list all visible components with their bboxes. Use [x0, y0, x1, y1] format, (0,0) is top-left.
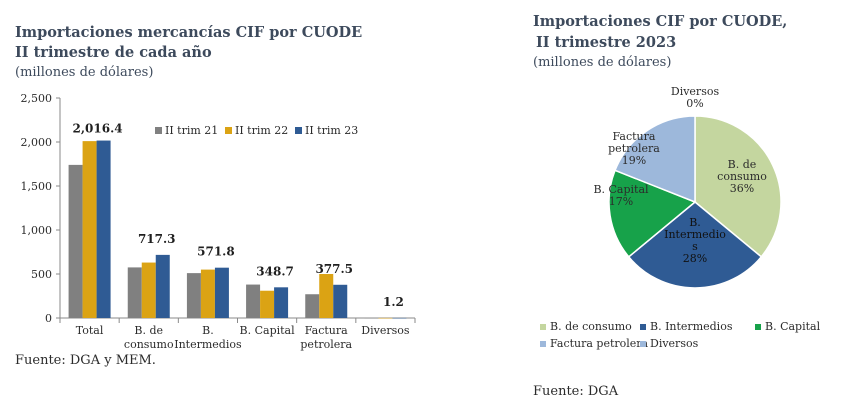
pie-legend-swatch: [540, 341, 546, 347]
data-label: 717.3: [138, 232, 176, 246]
y-tick-label: 2,000: [21, 136, 53, 149]
data-label: 1.2: [383, 295, 404, 309]
bar-ii-trim-21: [186, 273, 201, 318]
pie-slice-b-intermedios: [627, 201, 763, 289]
pie-legend-swatch: [640, 341, 646, 347]
bar-ii-trim-21: [305, 294, 320, 318]
pie-slice-label: Diversos: [671, 85, 720, 98]
pie-chart-source: Fuente: DGA: [533, 384, 619, 399]
pie-slice-label: 36%: [730, 182, 754, 195]
legend-swatch: [295, 127, 302, 134]
x-tick-label: B. Capital: [240, 324, 296, 337]
bar-ii-trim-22: [200, 269, 215, 318]
x-tick-label: B. de: [134, 324, 163, 337]
pie-chart-unit: (millones de dólares): [533, 55, 672, 70]
x-tick-label: Total: [76, 324, 104, 337]
pie-slice-label: petrolera: [608, 142, 660, 155]
bar-chart: 0 500 1,000 1,500 2,000 2,500 2,016.4 Total 717.…: [21, 92, 416, 351]
pie-slice-label: B. de: [728, 158, 757, 171]
pie-slice-label: s: [692, 240, 698, 253]
pie-slice-label: Factura: [613, 130, 656, 143]
bar-chart-source: Fuente: DGA y MEM.: [15, 353, 156, 368]
legend-label: II trim 22: [235, 124, 288, 137]
bar-ii-trim-21: [246, 284, 261, 318]
x-tick-label: petrolera: [300, 338, 352, 351]
x-tick-label: consumo: [124, 338, 174, 351]
data-label: 571.8: [197, 245, 235, 259]
pie-slice-label: 17%: [609, 195, 633, 208]
data-label: 348.7: [256, 264, 294, 278]
pie-legend-label: Diversos: [650, 337, 699, 350]
x-tick-label: Intermedios: [174, 338, 242, 351]
bar-ii-trim-23: [333, 284, 348, 318]
bar-ii-trim-22: [260, 290, 275, 318]
x-tick-label: B.: [202, 324, 214, 337]
data-label: 2,016.4: [73, 122, 123, 136]
pie-legend-label: Factura petrolera: [550, 337, 649, 350]
pie-slice-label: Intermedio: [664, 228, 726, 241]
y-tick-label: 1,000: [21, 224, 53, 237]
bar-ii-trim-23: [214, 267, 229, 318]
legend-label: II trim 23: [305, 124, 358, 137]
x-tick-label: Factura: [305, 324, 348, 337]
data-label: 377.5: [315, 262, 353, 276]
bar-ii-trim-22: [141, 262, 156, 318]
pie-legend-swatch: [755, 324, 761, 330]
pie-legend-label: B. de consumo: [550, 320, 632, 333]
bar-chart-title: Importaciones mercancías CIF por CUODE: [15, 24, 363, 41]
pie-slice-b-de-consumo: [694, 115, 782, 258]
pie-slice-factura-petrolera: [614, 115, 696, 204]
pie-legend-label: B. Capital: [765, 320, 821, 333]
y-tick-label: 2,500: [21, 92, 53, 105]
bar-chart-unit: (millones de dólares): [15, 65, 154, 80]
y-tick-label: 500: [31, 268, 52, 281]
pie-legend-swatch: [540, 324, 546, 330]
bar-ii-trim-21: [364, 317, 379, 319]
bar-chart-subtitle: II trimestre de cada año: [15, 44, 212, 61]
bar-ii-trim-21: [127, 267, 142, 318]
legend-label: II trim 21: [165, 124, 218, 137]
pie-slice-label: 0%: [686, 97, 703, 110]
bar-ii-trim-22: [319, 274, 334, 318]
bar-ii-trim-22: [82, 141, 97, 318]
pie-slice-label: B.: [689, 216, 701, 229]
pie-legend-swatch: [640, 324, 646, 330]
pie-slice-label: consumo: [717, 170, 767, 183]
bar-ii-trim-21: [68, 164, 83, 318]
x-tick-label: Diversos: [361, 324, 410, 337]
pie-slice-label: 19%: [622, 154, 646, 167]
pie-legend-label: B. Intermedios: [650, 320, 733, 333]
bar-ii-trim-22: [378, 317, 393, 319]
pie-slice-label: B. Capital: [593, 183, 649, 196]
bar-ii-trim-23: [155, 254, 170, 318]
bar-ii-trim-23: [274, 287, 289, 318]
pie-slice-label: 28%: [683, 252, 707, 265]
legend-swatch: [225, 127, 232, 134]
pie-chart-panel: Importaciones CIF por CUODE, II trimestr…: [520, 0, 867, 411]
bar-chart-panel: Importaciones mercancías CIF por CUODE I…: [0, 0, 430, 411]
y-tick-label: 1,500: [21, 180, 53, 193]
legend-swatch: [155, 127, 162, 134]
bar-ii-trim-23: [96, 140, 111, 318]
pie-chart-title: Importaciones CIF por CUODE,: [533, 13, 788, 30]
pie-chart-subtitle: II trimestre 2023: [536, 34, 677, 51]
bar-ii-trim-23: [392, 317, 407, 319]
y-tick-label: 0: [45, 312, 52, 325]
pie-slice-b-capital: [608, 169, 697, 258]
